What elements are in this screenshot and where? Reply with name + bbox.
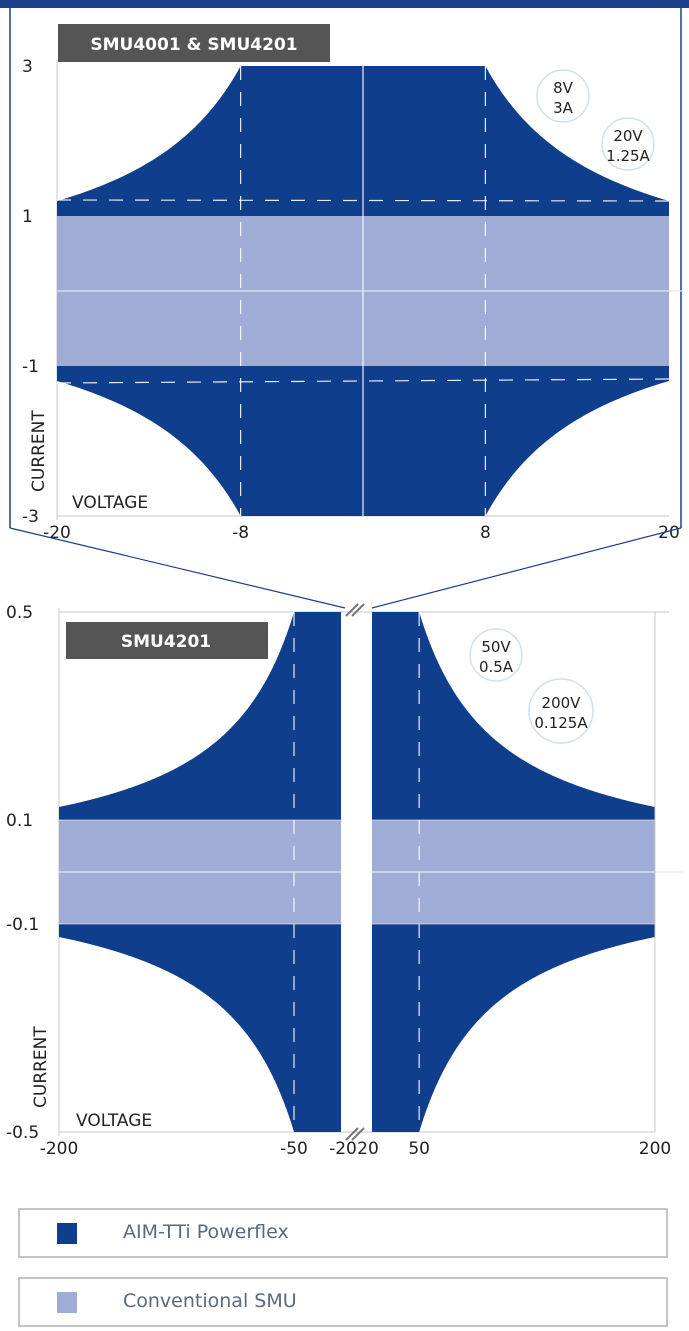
x-tick-label: 200 xyxy=(639,1139,671,1159)
chart-top: 3 1 -1 -3-20 -8 8 20 VOLTAGE CURRENT SMU4001 & SM… xyxy=(22,24,683,543)
axis-break-mark xyxy=(351,1127,365,1141)
powerflex-region-positive-left xyxy=(59,612,341,872)
callout-current: 1.25A xyxy=(606,147,650,165)
y-tick-label: -3 xyxy=(22,507,39,527)
callout-circle xyxy=(528,678,594,744)
powerflex-region-negative-right xyxy=(372,872,655,1132)
chart-title: SMU4201 xyxy=(121,632,211,652)
y-tick-label: 3 xyxy=(22,57,33,77)
x-tick-label: -20 xyxy=(329,1139,357,1159)
chart-title: SMU4001 & SMU4201 xyxy=(90,35,297,55)
zoom-line-left xyxy=(9,527,346,609)
x-axis-title: VOLTAGE xyxy=(76,1111,152,1131)
callout-voltage: 50V xyxy=(481,638,511,656)
y-tick-label: -1 xyxy=(22,357,39,377)
powerflex-region-negative-left xyxy=(59,872,341,1132)
legend-label-conventional: Conventional SMU xyxy=(123,1290,297,1312)
chart-badge xyxy=(58,24,330,62)
legend-item-conventional: Conventional SMU xyxy=(18,1277,668,1327)
callout-current: 0.5A xyxy=(479,658,514,676)
zoom-line-right xyxy=(371,527,682,609)
callout-circle xyxy=(601,117,655,171)
axis-break-mark xyxy=(345,603,359,617)
x-axis-title: VOLTAGE xyxy=(72,493,148,513)
x-tick-label: 8 xyxy=(480,523,491,543)
x-tick-label: -50 xyxy=(280,1139,308,1159)
y-tick-label: -0.5 xyxy=(6,1123,39,1143)
top-chart-frame xyxy=(9,8,682,528)
y-tick-label: 0.1 xyxy=(6,811,33,831)
legend-label-powerflex: AIM-TTi Powerflex xyxy=(123,1221,289,1243)
y-tick-label: 1 xyxy=(22,207,33,227)
legend-swatch-conventional xyxy=(57,1292,77,1313)
callout-current: 3A xyxy=(553,99,574,117)
chart-badge xyxy=(66,622,268,659)
x-tick-label: -20 xyxy=(43,523,71,543)
callout-voltage: 200V xyxy=(542,694,582,712)
top-bar xyxy=(0,0,689,8)
legend-swatch-powerflex xyxy=(57,1223,77,1244)
callout-current: 0.125A xyxy=(534,714,588,732)
x-tick-label: -8 xyxy=(232,523,249,543)
y-tick-label: 0.5 xyxy=(6,603,33,623)
x-tick-label: -200 xyxy=(40,1139,79,1159)
callout-voltage: 8V xyxy=(553,79,574,97)
axis-break-mark xyxy=(351,603,365,617)
x-tick-label: 50 xyxy=(408,1139,430,1159)
callout-circle xyxy=(469,628,523,682)
y-tick-label: -0.1 xyxy=(6,915,39,935)
y-axis-title: CURRENT xyxy=(31,1026,51,1108)
callout-circle xyxy=(536,69,590,123)
legend-item-powerflex: AIM-TTi Powerflex xyxy=(18,1208,668,1258)
x-tick-label: 20 xyxy=(357,1139,379,1159)
axis-break-mark xyxy=(345,1127,359,1141)
powerflex-region-positive-right xyxy=(372,612,655,872)
y-axis-title: CURRENT xyxy=(29,410,49,492)
callout-voltage: 20V xyxy=(613,127,643,145)
chart-bottom: 0.5 0.1 -0.1 -0.5-200 -50 -20 20 50 200 VOLTAGE CU… xyxy=(6,603,683,1159)
x-tick-label: 20 xyxy=(658,523,680,543)
